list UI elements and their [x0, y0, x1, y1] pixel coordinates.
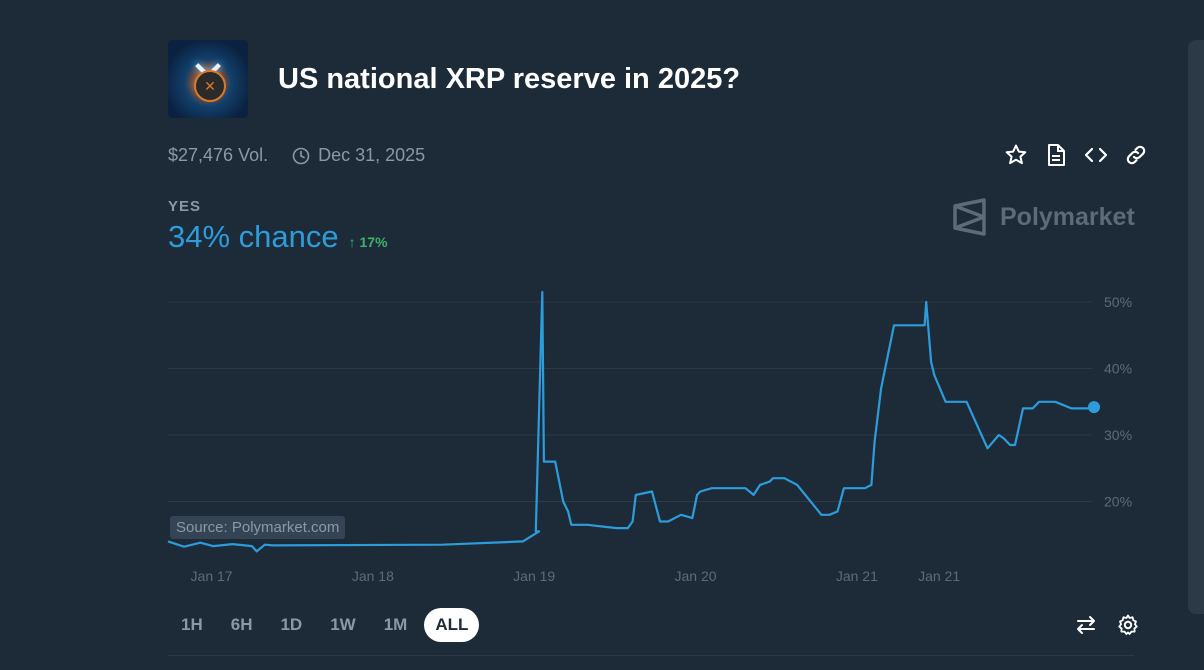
timeframe-1d[interactable]: 1D	[280, 615, 303, 634]
timeframe-1w[interactable]: 1W	[330, 615, 356, 634]
x-tick-label: Jan 19	[513, 568, 555, 584]
chance-delta-value: 17%	[359, 234, 388, 250]
y-tick-label: 20%	[1104, 494, 1132, 510]
current-price-dot	[1088, 401, 1100, 414]
bottom-divider	[168, 655, 1134, 656]
document-icon	[1048, 144, 1065, 166]
chart-controls	[1073, 612, 1141, 638]
brand-name: Polymarket	[1000, 202, 1135, 231]
price-chart[interactable]: 50% 40% 30% 20% Jan 17 Jan 18 Jan 19 Jan 20 Jan…	[0, 0, 1204, 600]
clock-icon	[292, 147, 310, 165]
series-line-yes	[167, 290, 1095, 553]
arrow-up-icon: ↑	[348, 234, 360, 250]
y-tick-label: 40%	[1104, 361, 1132, 377]
y-tick-label: 50%	[1104, 294, 1132, 310]
chance-value: 34% chance	[168, 219, 339, 254]
xrp-logo: ✕	[194, 70, 226, 102]
volume-text: $27,476 Vol.	[168, 145, 269, 165]
market-title: US national XRP reserve in 2025?	[278, 62, 741, 95]
favorite-button[interactable]	[1003, 142, 1029, 168]
link-icon	[1126, 145, 1146, 165]
swap-icon	[1077, 616, 1095, 634]
x-tick-label: Jan 21	[918, 568, 960, 584]
outcome-label: YES	[168, 198, 202, 215]
x-tick-label: Jan 18	[352, 568, 394, 584]
timeframe-6h[interactable]: 6H	[230, 615, 253, 634]
timeframe-all[interactable]: ALL	[424, 608, 480, 642]
chance-row: 34% chance ↑ 17%	[168, 219, 388, 255]
copy-link-button[interactable]	[1123, 142, 1149, 168]
x-tick-label: Jan 20	[675, 568, 717, 584]
polymarket-watermark: Polymarket	[952, 198, 1135, 236]
swap-outcome-button[interactable]	[1073, 612, 1099, 638]
market-header: ✕ ✕ US national XRP reserve in 2025?	[168, 40, 740, 118]
code-icon	[1084, 147, 1108, 163]
chart-settings-button[interactable]	[1115, 612, 1141, 638]
x-tick-label: Jan 21	[836, 568, 878, 584]
scrollbar-thumb[interactable]	[1188, 40, 1204, 614]
market-actions	[1003, 142, 1149, 168]
market-meta: $27,476 Vol. Dec 31, 2025	[168, 145, 425, 166]
end-date-text: Dec 31, 2025	[318, 145, 426, 165]
market-image: ✕ ✕	[168, 40, 248, 118]
chance-delta: ↑ 17%	[349, 234, 388, 250]
timeframe-1m[interactable]: 1M	[383, 615, 408, 634]
timeframe-1h[interactable]: 1H	[181, 615, 203, 634]
source-badge: Source: Polymarket.com	[170, 516, 346, 539]
polymarket-logo-icon	[953, 198, 986, 236]
x-tick-label: Jan 17	[191, 568, 233, 584]
details-button[interactable]	[1043, 142, 1069, 168]
scrollbar-track[interactable]	[1184, 0, 1204, 670]
y-tick-label: 30%	[1104, 427, 1132, 443]
star-icon	[1005, 144, 1027, 165]
gear-icon	[1118, 614, 1138, 635]
timeframe-selector: 1H 6H 1D 1W 1M ALL	[170, 608, 480, 642]
embed-button[interactable]	[1083, 142, 1109, 168]
